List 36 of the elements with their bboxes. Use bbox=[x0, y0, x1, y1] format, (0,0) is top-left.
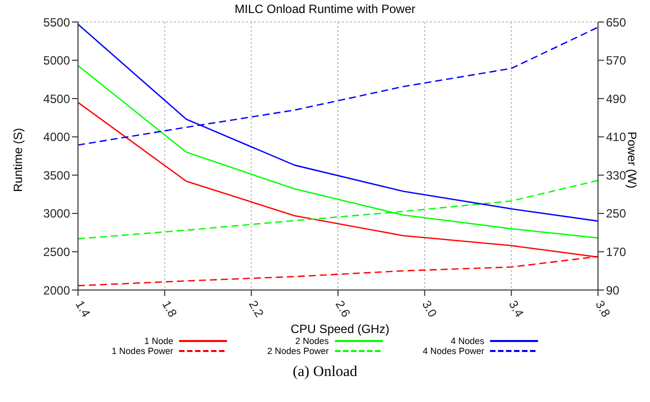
chart-title: MILC Onload Runtime with Power bbox=[234, 2, 416, 16]
y2-tick-label: 410 bbox=[606, 130, 626, 144]
y2-tick-label: 490 bbox=[606, 92, 626, 106]
x-tick-label: 2.6 bbox=[332, 298, 354, 320]
legend-label: 4 Nodes Power bbox=[422, 346, 484, 356]
y-tick-label: 2500 bbox=[43, 244, 70, 259]
y-tick-label: 5000 bbox=[43, 54, 70, 68]
y-tick-label: 3500 bbox=[43, 168, 70, 182]
legend-label: 4 Nodes bbox=[450, 336, 484, 346]
y2-tick-label: 650 bbox=[606, 15, 626, 30]
y-axis-title: Runtime (S) bbox=[11, 128, 25, 192]
legend-label: 2 Nodes bbox=[295, 336, 329, 346]
line-series bbox=[78, 64, 598, 239]
x-tick-label: 3.4 bbox=[506, 298, 527, 320]
x-tick-label: 1.8 bbox=[159, 298, 180, 320]
y-tick-label: 4000 bbox=[43, 130, 70, 144]
line-series bbox=[78, 24, 598, 222]
text: (a) Onload bbox=[292, 364, 358, 381]
y2-tick-label: 250 bbox=[606, 206, 626, 221]
y2-tick-label: 570 bbox=[606, 54, 626, 68]
legend-label: 1 Nodes Power bbox=[112, 346, 174, 356]
x-axis-title: CPU Speed (GHz) bbox=[290, 322, 390, 336]
x-tick-label: 1.4 bbox=[72, 298, 94, 320]
y-tick-label: 4500 bbox=[43, 92, 70, 106]
y2-tick-label: 330 bbox=[606, 168, 626, 182]
x-tick-label: 3.8 bbox=[592, 298, 614, 320]
y-tick-label: 5500 bbox=[43, 15, 70, 30]
legend-label: 1 Node bbox=[144, 336, 174, 346]
x-tick-label: 3.0 bbox=[419, 298, 440, 320]
y2-axis-title: Power (W) bbox=[625, 132, 639, 188]
y-tick-label: 3000 bbox=[43, 206, 70, 221]
y-tick-label: 2000 bbox=[43, 283, 70, 298]
legend-label: 2 Nodes Power bbox=[267, 346, 329, 356]
y2-tick-label: 170 bbox=[606, 244, 626, 259]
y2-tick-label: 90 bbox=[606, 283, 620, 298]
x-tick-label: 2.2 bbox=[246, 298, 267, 320]
